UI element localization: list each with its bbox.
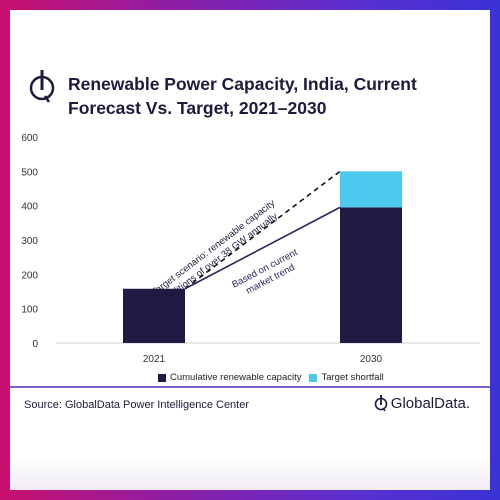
y-tick-label: 600 (21, 133, 38, 144)
brand-name: GlobalData. (390, 394, 470, 412)
chart-title: Renewable Power Capacity, India, Current… (68, 74, 417, 118)
y-tick-label: 300 (21, 236, 38, 247)
globaldata-logo-icon (29, 70, 55, 103)
current-trend-annotation: Based on currentmarket trend (230, 247, 305, 301)
footer-divider (10, 386, 490, 388)
y-tick-label: 500 (21, 167, 38, 178)
target-scenario-annotation: Target scenario: renewable capacityaddit… (150, 198, 285, 308)
brand-logo: GlobalData. (374, 393, 470, 413)
current-trend-line (184, 206, 341, 290)
legend-label: Target shortfall (321, 372, 384, 383)
legend-swatch (158, 373, 166, 382)
y-tick-label: 100 (21, 305, 38, 316)
bar-capacity-2030 (340, 207, 402, 343)
legend-swatch (309, 373, 318, 382)
source-note: Source: GlobalData Power Intelligence Ce… (24, 399, 250, 411)
target-scenario-line (184, 170, 341, 290)
bar-chart: 0 100 200 300 400 500 600 2021 2030 Target scenar… (21, 133, 480, 365)
target-scenario-annotation-line: additions of over 38 GW annually (162, 211, 280, 304)
y-tick-label: 200 (21, 270, 38, 281)
bar-capacity-2021 (123, 288, 185, 343)
globaldata-logo-icon (374, 395, 388, 412)
title-row: Renewable Power Capacity, India, Current… (10, 10, 490, 120)
y-tick-label: 0 (32, 339, 38, 350)
chart-legend: Cumulative renewable capacity Target shor… (158, 372, 384, 383)
x-tick-label: 2030 (360, 354, 383, 365)
legend-item: Target shortfall (309, 372, 384, 383)
bar-shortfall-2030 (340, 171, 402, 208)
y-tick-label: 400 (21, 202, 38, 213)
legend-label: Cumulative renewable capacity (170, 372, 302, 383)
chart-card: Renewable Power Capacity, India, Current… (10, 10, 490, 490)
legend-item: Cumulative renewable capacity (158, 372, 301, 383)
x-tick-label: 2021 (143, 354, 166, 365)
